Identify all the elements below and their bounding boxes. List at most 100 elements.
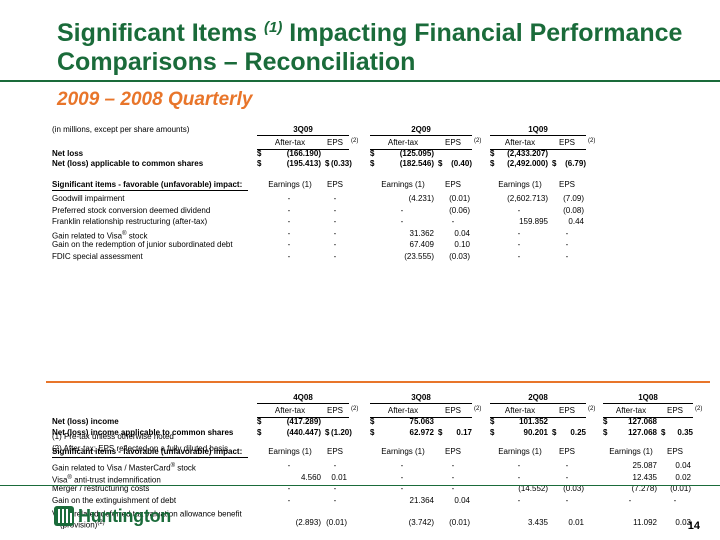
eps-value: (0.08) (563, 205, 584, 215)
row-label: Gain on the extinguishment of debt (52, 496, 176, 506)
eps-value: (0.03) (449, 252, 470, 261)
col-header-eps: EPS (558, 447, 575, 456)
total-row-label: Net (loss) income applicable to common s… (52, 428, 234, 437)
currency-sign: $ (370, 159, 375, 168)
eps-value: 0.04 (454, 495, 470, 505)
period-header: 3Q08 (411, 393, 431, 402)
period-header: 4Q08 (293, 393, 313, 402)
col-header-eps: EPS (558, 406, 575, 415)
column-underline (257, 417, 349, 418)
earnings-value: - (517, 228, 521, 238)
eps-value: - (333, 252, 337, 261)
total-row-label: Net (loss) income (52, 417, 119, 426)
currency-sign: $ (257, 428, 262, 437)
col-header-eps: EPS (558, 138, 575, 147)
col-header-earnings: Earnings (1) (268, 447, 312, 456)
eps-value: - (565, 252, 569, 261)
col-header-earnings: Earnings (1) (498, 447, 542, 456)
earnings-value: - (287, 484, 291, 494)
earnings-value: 21.364 (409, 495, 434, 505)
after-tax-amount: 62.972 (409, 428, 434, 437)
eps-value: (1.20) (331, 428, 352, 437)
row-label: Gain related to Visa® stock (52, 229, 147, 242)
row-label: FDIC special assessment (52, 252, 143, 262)
period-header: 2Q09 (411, 125, 431, 134)
row-label: Preferred stock conversion deemed divide… (52, 206, 210, 216)
col-header-earnings: Earnings (1) (609, 447, 653, 456)
page-subtitle: 2009 – 2008 Quarterly (57, 89, 253, 110)
col-header-after-tax: After-tax (387, 138, 419, 147)
after-tax-amount: (166.190) (286, 149, 321, 158)
row-label: Goodwill impairment (52, 194, 124, 204)
col-header-eps: EPS (444, 138, 461, 147)
column-underline (52, 190, 248, 191)
eps-value: 0.03 (675, 518, 691, 528)
page-number: 14 (687, 520, 700, 532)
earnings-value: (3.742) (408, 518, 434, 528)
row-label-text: FDIC special assessment (52, 252, 143, 261)
currency-sign: $ (438, 159, 443, 168)
eps-value: 0.04 (675, 461, 691, 470)
eps-value: 0.10 (454, 240, 470, 250)
registered-mark: ® (67, 474, 72, 481)
col-note-ref: (2) (351, 138, 359, 144)
currency-sign: $ (257, 149, 262, 158)
col-header-eps: EPS (326, 180, 343, 189)
earnings-value: (2,602.713) (507, 194, 548, 203)
currency-sign: $ (257, 417, 262, 426)
earnings-value: - (287, 217, 291, 227)
eps-value: - (333, 194, 337, 203)
total-row-label: Net (loss) applicable to common shares (52, 159, 204, 168)
earnings-value: 3.435 (527, 518, 548, 528)
col-header-eps: EPS (444, 180, 461, 189)
col-header-earnings: Earnings (1) (498, 180, 542, 189)
earnings-value: - (400, 205, 404, 215)
col-header-after-tax: After-tax (274, 406, 306, 415)
earnings-value: - (400, 472, 404, 482)
col-header-eps: EPS (326, 138, 343, 147)
col-note-ref: (2) (474, 138, 482, 144)
items-header: Significant items - favorable (unfavorab… (52, 447, 243, 456)
col-header-after-tax: After-tax (504, 406, 536, 415)
after-tax-amount: (182.546) (399, 159, 434, 168)
currency-sign: $ (370, 417, 375, 426)
eps-value: 0.25 (570, 428, 586, 437)
eps-value: (0.01) (449, 194, 470, 203)
eps-value: 0.01 (568, 518, 584, 528)
col-note-ref: (2) (588, 138, 596, 144)
eps-value: 0.01 (331, 472, 347, 482)
period-header: 3Q09 (293, 125, 313, 134)
after-tax-amount: (440.447) (286, 428, 321, 437)
earnings-value: - (517, 240, 521, 250)
eps-value: - (565, 240, 569, 250)
earnings-value: 12.435 (632, 472, 657, 482)
col-header-eps: EPS (326, 406, 343, 415)
currency-sign: $ (490, 417, 495, 426)
earnings-value: - (400, 461, 404, 470)
earnings-value: - (287, 252, 291, 261)
currency-sign: $ (438, 428, 443, 437)
footnote: (2) After-tax; EPS reflected on a fully … (52, 444, 229, 453)
row-label-text: Gain related to Visa (52, 231, 123, 241)
currency-sign: $ (603, 417, 608, 426)
column-underline (490, 135, 586, 136)
currency-sign: $ (490, 149, 495, 158)
earnings-value: 67.409 (409, 240, 434, 250)
earnings-value: - (287, 240, 291, 250)
row-label: Franklin relationship restructuring (aft… (52, 217, 207, 227)
currency-sign: $ (661, 428, 666, 437)
earnings-value: 31.362 (409, 228, 434, 238)
column-underline (490, 403, 586, 404)
col-header-earnings: Earnings (1) (381, 447, 425, 456)
column-underline (257, 403, 349, 404)
logo-text: Huntington (78, 505, 171, 526)
col-header-eps: EPS (558, 180, 575, 189)
col-header-eps: EPS (444, 447, 461, 456)
row-label-text: related deferred tax valuation allowance… (71, 510, 242, 520)
total-row-label: Net loss (52, 149, 84, 158)
registered-mark: ® (170, 463, 175, 469)
eps-value: (0.33) (331, 159, 352, 168)
col-header-earnings: Earnings (1) (381, 180, 425, 189)
currency-sign: $ (490, 159, 495, 168)
